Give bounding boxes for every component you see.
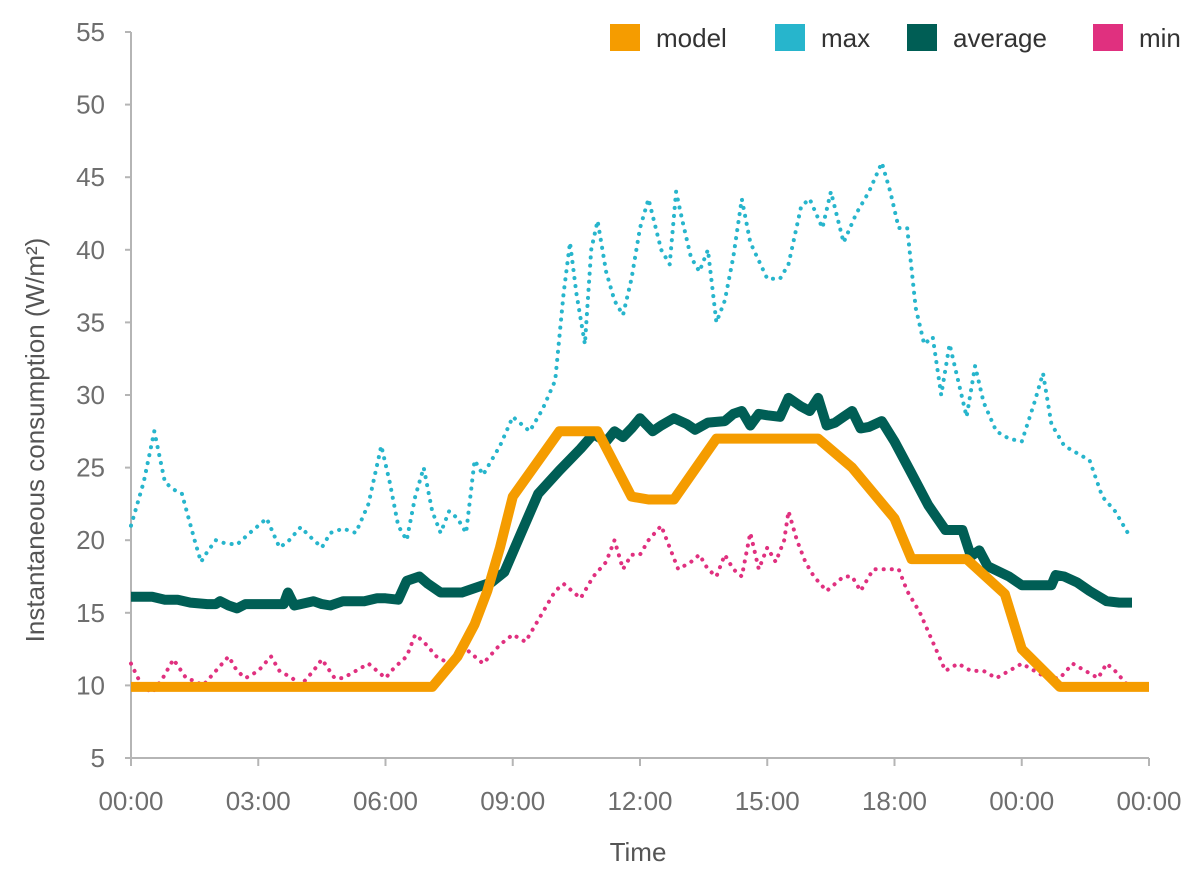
- x-tick-label: 03:00: [226, 786, 291, 816]
- y-tick-label: 5: [91, 743, 105, 773]
- series-layer: [129, 160, 1149, 695]
- y-tick-label: 55: [76, 17, 105, 47]
- axes: 5 10 15 20 25 30 35 40 45 50 55 00:00 03:00 06:00 09:0…: [76, 17, 1181, 816]
- x-tick-label: 09:00: [480, 786, 545, 816]
- series-model-line: [131, 426, 1149, 692]
- series-max-line: [129, 160, 1130, 564]
- y-tick-label: 50: [76, 90, 105, 120]
- legend-label: min: [1139, 23, 1181, 53]
- legend-item-average: average: [907, 23, 1047, 53]
- legend-swatch: [610, 24, 640, 51]
- x-tick-label: 18:00: [862, 786, 927, 816]
- y-tick-label: 30: [76, 380, 105, 410]
- legend-label: average: [953, 23, 1047, 53]
- x-tick-label: 00:00: [98, 786, 163, 816]
- legend-label: model: [656, 23, 727, 53]
- y-axis-title: Instantaneous consumption (W/m²): [20, 238, 50, 643]
- y-tick-label: 10: [76, 670, 105, 700]
- x-tick-label: 06:00: [353, 786, 418, 816]
- legend: model max average min: [610, 23, 1181, 53]
- series-min-line: [129, 509, 1130, 695]
- y-tick-label: 45: [76, 162, 105, 192]
- y-tick-label: 20: [76, 525, 105, 555]
- y-tick-label: 25: [76, 453, 105, 483]
- x-axis-title: Time: [610, 837, 667, 867]
- y-tick-label: 15: [76, 598, 105, 628]
- x-tick-label: 00:00: [989, 786, 1054, 816]
- series-average-line: [131, 392, 1132, 614]
- legend-swatch: [907, 24, 937, 51]
- legend-swatch: [775, 24, 805, 51]
- legend-label: max: [821, 23, 870, 53]
- x-tick-label: 15:00: [735, 786, 800, 816]
- y-tick-label: 35: [76, 307, 105, 337]
- legend-item-model: model: [610, 23, 727, 53]
- x-tick-label: 12:00: [607, 786, 672, 816]
- y-tick-label: 40: [76, 235, 105, 265]
- x-tick-label: 00:00: [1116, 786, 1181, 816]
- legend-item-min: min: [1093, 23, 1181, 53]
- legend-swatch: [1093, 24, 1123, 51]
- legend-item-max: max: [775, 23, 870, 53]
